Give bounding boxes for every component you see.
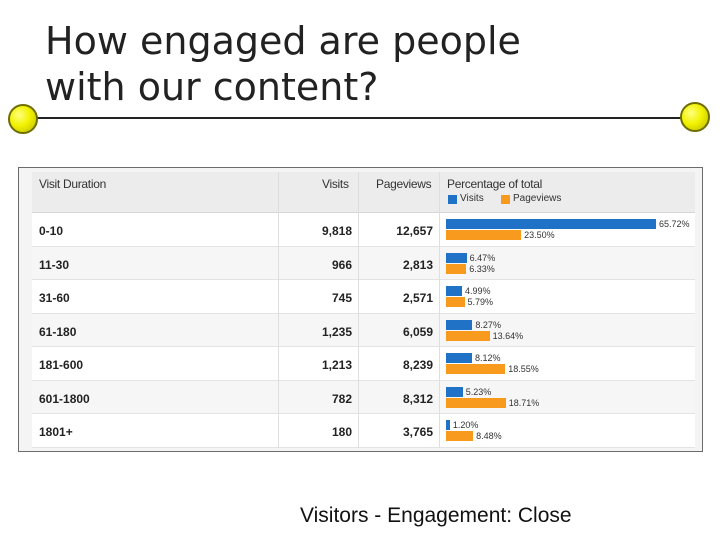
pageviews-bar: [446, 330, 490, 341]
visits-cell: 9,818: [321, 224, 352, 238]
legend-pageviews-swatch: [501, 195, 510, 204]
table-row[interactable]: 181-600 1,213 8,239 8.12% 18.55%: [32, 347, 695, 381]
pageviews-pct-label: 8.48%: [476, 431, 502, 441]
slide-caption: Visitors - Engagement: Close: [300, 504, 572, 527]
engagement-report-screenshot: Visit Duration Visits Pageviews Percenta…: [18, 167, 703, 452]
visits-cell: 745: [331, 291, 352, 305]
visits-cell: 782: [331, 391, 352, 406]
header-pageviews[interactable]: Pageviews: [376, 177, 432, 191]
visits-pct-label: 8.27%: [475, 319, 501, 330]
pageviews-cell: 6,059: [402, 324, 433, 339]
visits-pct-label: 8.12%: [474, 353, 501, 363]
slide-title-line-2: with our content?: [45, 65, 379, 109]
pageviews-pct-label: 13.64%: [492, 330, 524, 341]
engagement-table: Visit Duration Visits Pageviews Percenta…: [32, 172, 695, 448]
pageviews-pct-label: 18.71%: [508, 397, 540, 408]
column-separator: [278, 172, 279, 448]
duration-cell[interactable]: 0-10: [39, 224, 64, 238]
duration-cell[interactable]: 11-30: [39, 257, 70, 272]
visits-pct-label: 65.72%: [659, 219, 690, 229]
pageviews-cell: 12,657: [396, 224, 433, 238]
visits-pct-label: 1.20%: [452, 420, 479, 430]
duration-cell[interactable]: 601-1800: [39, 391, 90, 406]
column-separator: [439, 172, 440, 448]
legend-pageviews-label: Pageviews: [513, 193, 562, 204]
pageviews-bar: [446, 364, 506, 374]
pageviews-bar: [446, 397, 506, 408]
pageviews-bar: [446, 263, 467, 274]
visits-pct-label: 4.99%: [464, 286, 491, 296]
title-divider: [24, 117, 698, 119]
visits-bar: [446, 286, 462, 296]
visits-cell: 180: [331, 425, 352, 439]
right-knob-ornament: [680, 102, 710, 132]
duration-cell[interactable]: 1801+: [39, 425, 73, 439]
table-row[interactable]: 601-1800 782 8,312 5.23% 18.71%: [32, 380, 695, 414]
visits-cell: 1,213: [321, 358, 352, 372]
legend-visits-label: Visits: [460, 193, 484, 204]
pageviews-pct-label: 6.33%: [469, 263, 495, 274]
visits-cell: 1,235: [321, 324, 352, 339]
visits-cell: 966: [331, 257, 352, 272]
visits-bar: [446, 386, 463, 397]
visits-bar: [446, 420, 450, 430]
visits-bar: [446, 219, 656, 229]
slide-title-line-1: How engaged are people: [45, 19, 521, 63]
duration-cell[interactable]: 61-180: [39, 324, 77, 339]
duration-cell[interactable]: 181-600: [39, 358, 84, 372]
pageviews-cell: 8,312: [402, 391, 433, 406]
pageviews-cell: 2,571: [402, 291, 433, 305]
table-row[interactable]: 11-30 966 2,813 6.47% 6.33%: [32, 246, 695, 280]
visits-bar: [446, 353, 472, 363]
pageviews-cell: 8,239: [402, 358, 433, 372]
pageviews-pct-label: 5.79%: [467, 297, 494, 307]
pageviews-bar: [446, 230, 522, 240]
left-knob-ornament: [8, 104, 38, 134]
duration-cell[interactable]: 31-60: [39, 291, 70, 305]
table-row[interactable]: 61-180 1,235 6,059 8.27% 13.64%: [32, 313, 695, 347]
pageviews-bar: [446, 297, 465, 307]
column-separator: [358, 172, 359, 448]
visits-bar: [446, 252, 467, 263]
table-header: Visit Duration Visits Pageviews Percenta…: [32, 172, 695, 213]
slide-title: How engaged are people with our content?: [45, 18, 645, 110]
table-row[interactable]: 0-10 9,818 12,657 65.72% 23.50%: [32, 213, 695, 247]
header-percentage[interactable]: Percentage of total: [447, 177, 543, 191]
pageviews-pct-label: 18.55%: [508, 364, 539, 374]
visits-pct-label: 5.23%: [465, 386, 492, 397]
pageviews-pct-label: 23.50%: [524, 230, 555, 240]
table-row[interactable]: 31-60 745 2,571 4.99% 5.79%: [32, 280, 695, 314]
pageviews-cell: 2,813: [402, 257, 433, 272]
pageviews-bar: [446, 431, 474, 441]
visits-bar: [446, 319, 473, 330]
legend-visits-swatch: [448, 195, 457, 204]
header-visits[interactable]: Visits: [322, 177, 349, 191]
table-row[interactable]: 1801+ 180 3,765 1.20% 8.48%: [32, 414, 695, 448]
header-visit-duration[interactable]: Visit Duration: [39, 177, 106, 191]
pageviews-cell: 3,765: [402, 425, 433, 439]
visits-pct-label: 6.47%: [469, 252, 496, 263]
